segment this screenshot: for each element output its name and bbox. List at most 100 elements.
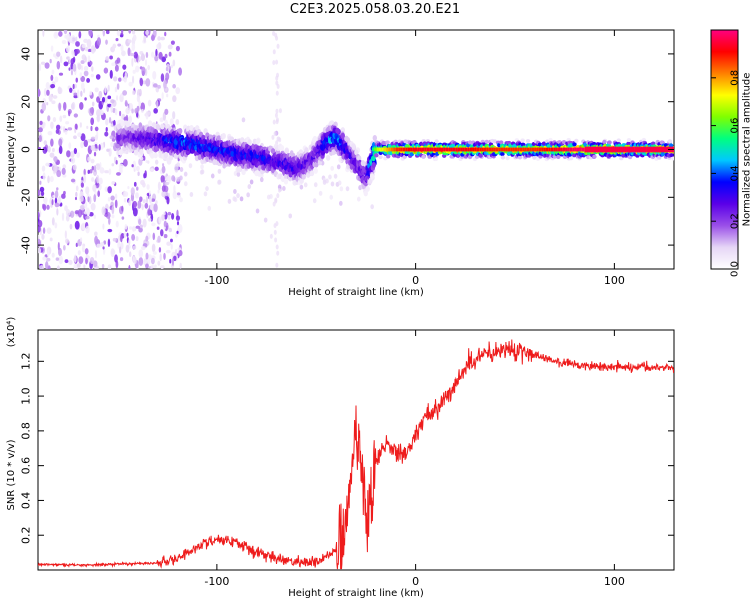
- spectrogram-ridge-cell: [378, 155, 383, 160]
- spectrogram-ridge-core: [500, 147, 503, 152]
- spectrogram-noise-blob: [51, 100, 56, 105]
- spectrogram-ridge-cell: [283, 178, 289, 185]
- spectrogram-ridge-cell: [374, 153, 379, 158]
- spectrogram-noise-blob: [81, 222, 87, 231]
- spectrogram-ridge-core: [650, 146, 653, 153]
- spectrogram-noise-blob: [63, 61, 69, 67]
- spectrogram-noise-blob: [97, 190, 101, 198]
- spectrogram-x-ticks: -100 0 100: [204, 30, 625, 287]
- spectrogram-ridge-core: [464, 147, 468, 152]
- spectrogram-ridge-cell: [312, 135, 318, 142]
- spectrogram-noise-blob: [105, 56, 110, 61]
- spectrogram-ridge-core: [455, 147, 458, 152]
- spectrogram-noise-blob: [275, 221, 279, 227]
- spectrogram-noise-blob: [54, 202, 60, 208]
- spectrogram-noise-blob: [142, 199, 146, 204]
- spectrogram-noise-blob: [73, 135, 77, 140]
- spectrogram-noise-blob: [105, 39, 108, 45]
- spectrogram-noise-blob: [150, 34, 156, 41]
- spectrogram-ridge-core: [393, 147, 396, 152]
- spectrogram-noise-blob: [303, 182, 308, 188]
- spectrogram-noise-blob: [85, 225, 90, 234]
- spectrogram-ridge-core: [402, 147, 406, 152]
- spectrogram-noise-blob: [83, 65, 89, 72]
- spectrogram-noise-blob: [58, 145, 63, 155]
- spectrogram-ridge-cell: [561, 140, 567, 145]
- snr-panel: -100 0 100 0.2 0.4 0.6 0.8 1.0 1.2 (x10⁴) Heigh…: [6, 317, 675, 599]
- spectrogram-noise-blob: [156, 43, 160, 51]
- spectrogram-noise-blob: [79, 195, 84, 202]
- spectrogram-noise-blob: [370, 204, 374, 210]
- spectrogram-noise-blob: [163, 211, 166, 216]
- spectrogram-noise-blob: [333, 173, 338, 179]
- spectrogram-ridge-cell: [669, 153, 674, 158]
- snr-y-tick-label: 0.4: [20, 492, 33, 510]
- spectrogram-ridge-cell: [155, 124, 161, 131]
- spectrogram-noise-blob: [175, 118, 180, 125]
- spectrogram-noise-blob: [140, 53, 146, 62]
- spectrogram-noise-blob: [94, 134, 99, 141]
- spectrogram-noise-blob: [150, 257, 155, 265]
- spectrogram-noise-blob: [128, 81, 133, 87]
- spectrogram-noise-blob: [139, 156, 144, 161]
- spectrogram-noise-blob: [188, 163, 193, 169]
- spectrogram-noise-blob: [114, 108, 118, 116]
- spectrogram-ridge-cell: [299, 177, 304, 184]
- spectrogram-noise-blob: [158, 216, 162, 224]
- spectrogram-ridge-core: [624, 146, 627, 153]
- spectrogram-noise-blob: [77, 63, 82, 70]
- spectrogram-noise-blob: [77, 209, 83, 218]
- spectrogram-noise-blob: [168, 175, 171, 184]
- spectrogram-ridge-core: [634, 146, 637, 153]
- spectrogram-noise-blob: [111, 205, 115, 215]
- spectrogram-noise-blob: [59, 55, 63, 64]
- spectrogram-noise-blob: [178, 67, 183, 76]
- spectrogram-noise-blob: [69, 223, 73, 230]
- spectrogram-ridge-core: [662, 146, 665, 153]
- spectrogram-noise-blob: [58, 138, 63, 147]
- spectrogram-noise-blob: [277, 187, 281, 193]
- spectrogram-noise-blob: [177, 224, 183, 234]
- spectrogram-noise-blob: [272, 49, 276, 55]
- spectrogram-noise-blob: [160, 73, 165, 82]
- spectrogram-noise-blob: [89, 256, 95, 265]
- spectrogram-noise-blob: [80, 75, 86, 82]
- spectrogram-noise-blob: [63, 30, 68, 35]
- spectrogram-ridge-core: [584, 146, 587, 153]
- spectrogram-ridge-core: [510, 147, 513, 152]
- spectrogram-noise-blob: [56, 265, 60, 269]
- spectrogram-noise-blob: [104, 86, 107, 94]
- spectrogram-ridge-core: [592, 146, 595, 153]
- spectrogram-noise-blob: [141, 66, 146, 76]
- spectrogram-noise-blob: [170, 238, 173, 243]
- spectrogram-noise-blob: [56, 124, 61, 131]
- spectrogram-noise-blob: [161, 214, 165, 221]
- spectrogram-noise-blob: [205, 186, 209, 192]
- spectrogram-noise-blob: [42, 204, 47, 211]
- spectrogram-noise-blob: [131, 164, 134, 168]
- spectrogram-noise-blob: [152, 70, 157, 80]
- spectrogram-noise-blob: [114, 199, 118, 209]
- spectrogram-noise-blob: [145, 263, 149, 269]
- spectrogram-ridge-core: [481, 147, 484, 152]
- spectrogram-noise-blob: [62, 126, 66, 133]
- spectrogram-noise-blob: [166, 196, 170, 205]
- spectrogram-noise-blob: [275, 244, 279, 250]
- spectrogram-noise-blob: [129, 52, 135, 57]
- spectrogram-ridge-cell: [499, 140, 504, 145]
- spectrogram-noise-blob: [39, 186, 45, 193]
- spectrogram-noise-blob: [210, 173, 215, 179]
- spectrogram-noise-blob: [96, 114, 101, 123]
- spectrogram-noise-blob: [51, 217, 55, 226]
- snr-y-tick-label: 0.2: [20, 526, 33, 544]
- spectrogram-noise-blob: [96, 174, 100, 184]
- spectrogram-noise-blob: [50, 74, 54, 81]
- spectrogram-noise-blob: [42, 146, 48, 154]
- spectrogram-ridge-core: [383, 147, 387, 152]
- spectrogram-noise-blob: [83, 70, 89, 77]
- spectrogram-noise-blob: [80, 133, 86, 142]
- colorbar-tick-label: 0.0: [730, 261, 741, 277]
- spectrogram-noise-blob: [173, 255, 177, 262]
- spectrogram-ridge-core: [660, 146, 663, 153]
